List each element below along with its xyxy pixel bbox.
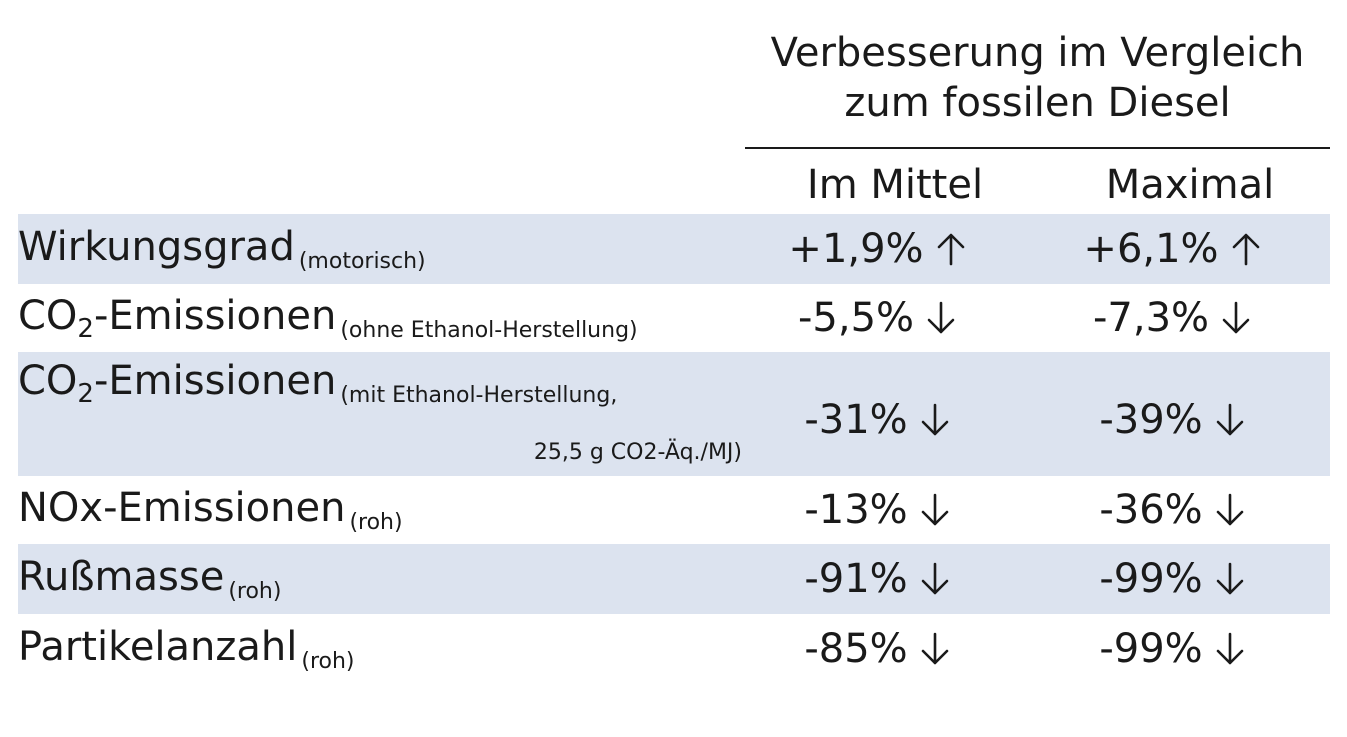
row-label-main: CO (18, 293, 78, 339)
arrow-down-icon (921, 493, 948, 526)
data-label: -99% (1099, 556, 1203, 602)
row-label: NOx-Emissionen (roh) (18, 483, 403, 540)
header-divider (745, 147, 1330, 149)
data-label: -13% (804, 487, 908, 533)
arrow-down-icon (921, 562, 948, 595)
row-label-subscript: 2 (77, 379, 94, 409)
arrow-down-icon (1216, 562, 1243, 595)
row-label: Partikelanzahl (roh) (18, 622, 355, 679)
data-label: -5,5% (797, 295, 915, 341)
arrow-down-icon (1216, 403, 1243, 436)
data-label: -7,3% (1092, 295, 1210, 341)
row-label-subscript: 2 (77, 314, 94, 344)
data-label: +6,1% (1083, 226, 1219, 272)
value-cell-max: -7,3% (1042, 293, 1302, 343)
data-label: -39% (1099, 397, 1203, 443)
row-label-main: CO (18, 358, 78, 404)
row-label-main: Rußmasse (18, 554, 225, 600)
data-label: -31% (804, 397, 908, 443)
row-label-suffix: -Emissionen (93, 293, 337, 339)
value-cell-max: -99% (1042, 554, 1302, 604)
row-label-suffix: -Emissionen (93, 358, 337, 404)
table-row (18, 544, 1330, 614)
data-label: -85% (804, 626, 908, 672)
row-label: CO2-Emissionen (mit Ethanol-Herstellung, (18, 356, 617, 413)
arrow-down-icon (1216, 632, 1243, 665)
column-header-mean: Im Mittel (806, 162, 984, 208)
row-label-note: (roh) (349, 510, 403, 535)
data-label: -91% (804, 556, 908, 602)
data-label: -36% (1099, 487, 1203, 533)
value-cell-mean: +1,9% (757, 224, 997, 274)
row-label: CO2-Emissionen (ohne Ethanol-Herstellung) (18, 291, 638, 348)
arrow-up-icon (937, 233, 964, 266)
column-group-title: Verbesserung im Vergleich zum fossilen D… (745, 28, 1330, 128)
row-label-note: (roh) (301, 649, 355, 674)
row-label-note: (motorisch) (298, 249, 426, 274)
value-cell-max: -99% (1042, 624, 1302, 674)
value-cell-mean: -31% (757, 395, 997, 445)
arrow-down-icon (927, 301, 955, 334)
arrow-down-icon (921, 632, 948, 665)
row-label-note: (roh) (228, 579, 282, 604)
row-label-note: (ohne Ethanol-Herstellung) (340, 318, 638, 343)
row-label-main: NOx-Emissionen (18, 485, 346, 531)
data-label: +1,9% (788, 226, 924, 272)
row-label-main: Partikelanzahl (18, 624, 298, 670)
row-label: Wirkungsgrad (motorisch) (18, 222, 426, 279)
value-cell-mean: -5,5% (757, 293, 997, 343)
table-row (18, 352, 1330, 476)
arrow-down-icon (921, 403, 948, 436)
value-cell-mean: -91% (757, 554, 997, 604)
column-group-title-line1: Verbesserung im Vergleich (770, 30, 1305, 76)
value-cell-max: +6,1% (1042, 224, 1302, 274)
table-row (18, 214, 1330, 284)
value-cell-mean: -13% (757, 485, 997, 535)
column-header-max: Maximal (1105, 162, 1275, 208)
arrow-up-icon (1232, 233, 1259, 266)
row-label-main: Wirkungsgrad (18, 224, 295, 270)
value-cell-max: -39% (1042, 395, 1302, 445)
arrow-down-icon (1222, 301, 1250, 334)
value-cell-mean: -85% (757, 624, 997, 674)
data-label: -99% (1099, 626, 1203, 672)
row-label: Rußmasse (roh) (18, 552, 281, 609)
row-label-note-line2: 25,5 g CO2-Äq./MJ) (533, 440, 742, 465)
column-group-title-line2: zum fossilen Diesel (844, 80, 1231, 126)
value-cell-max: -36% (1042, 485, 1302, 535)
arrow-down-icon (1216, 493, 1243, 526)
row-label-note: (mit Ethanol-Herstellung, (340, 383, 618, 408)
